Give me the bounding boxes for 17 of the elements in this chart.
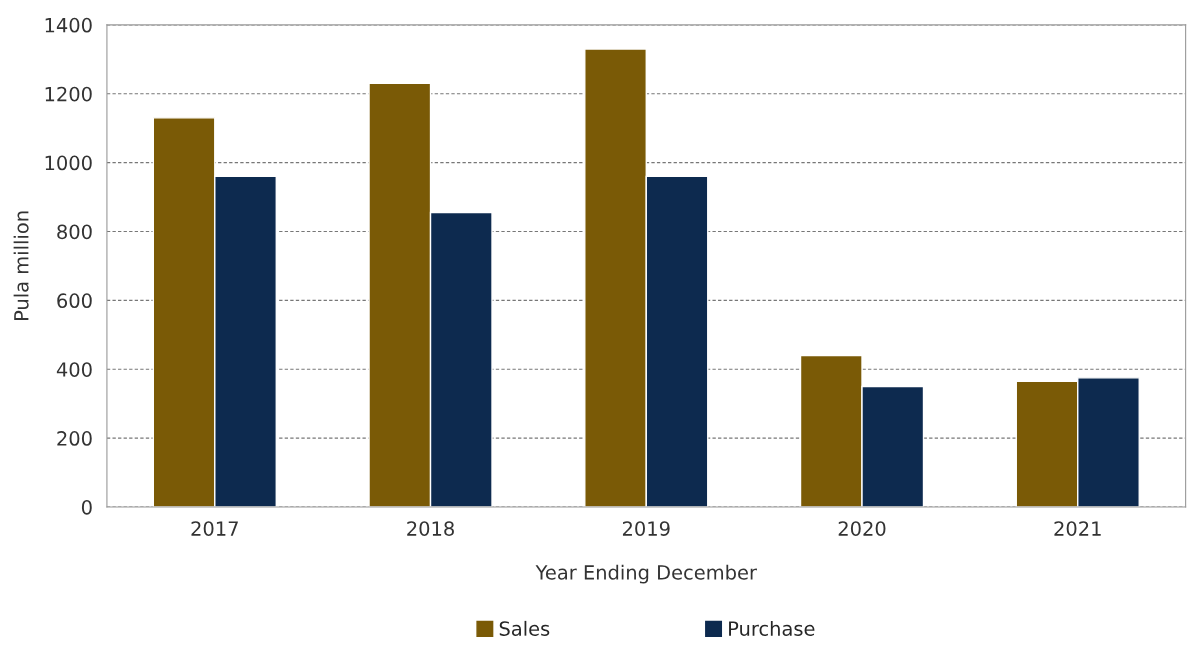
x-tick-label: 2017 [191,521,238,536]
x-tick-label: 2021 [1054,521,1101,536]
y-tick-label: 1400 [45,17,92,33]
y-axis-title: Pula million [13,211,29,321]
y-tick-label: 400 [56,362,92,377]
y-tick-label: 0 [81,499,92,515]
y-tick-label: 1000 [45,155,92,171]
x-tick-label: 2019 [622,521,670,536]
y-tick-label: 600 [57,293,92,309]
x-axis-title: Year Ending December [535,564,757,584]
x-tick-label: 2018 [407,521,454,536]
y-tick-label: 200 [57,431,92,446]
x-tick-label: 2020 [838,521,886,536]
legend-label: Purchase [729,620,815,636]
y-tick-label: 1200 [45,86,92,102]
legend-label: Sales [499,620,550,636]
y-tick-label: 800 [57,224,92,240]
